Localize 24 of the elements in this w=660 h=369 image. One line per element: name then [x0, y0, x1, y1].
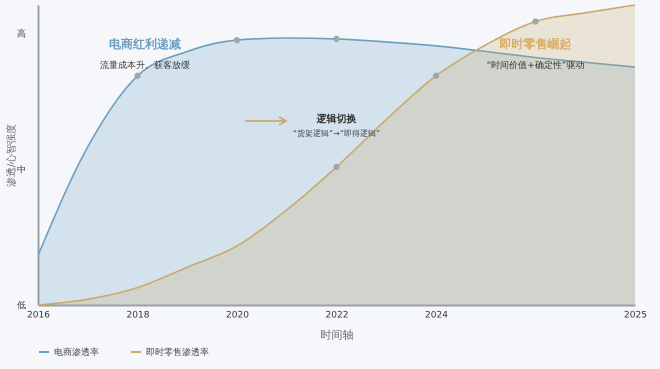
- legend-label: 即时零售渗透率: [146, 347, 209, 358]
- x-tick-label: 2018: [126, 310, 150, 320]
- point: [234, 36, 240, 44]
- text: 高: [17, 28, 26, 40]
- annotation: 逻辑切换: [316, 113, 356, 125]
- annotation: 即时零售崛起: [500, 37, 572, 51]
- x-tick-label: 2025: [624, 310, 647, 320]
- annotation: “时间价值+确定性”驱动: [486, 60, 584, 71]
- x-axis-title: 时间轴: [320, 328, 354, 342]
- annotation: 电商红利递减: [108, 37, 181, 51]
- y-axis-title: 渗透/心智强度: [6, 124, 18, 188]
- annotation: 流量成本升、获客放缓: [100, 60, 190, 71]
- point: [134, 72, 141, 79]
- legend-label: 电商渗透率: [54, 347, 99, 358]
- text: 低: [17, 300, 26, 311]
- point: [333, 36, 340, 42]
- point: [432, 72, 440, 79]
- point: [333, 164, 340, 170]
- x-tick-label: 2024: [425, 310, 448, 320]
- x-tick-label: 2020: [226, 310, 250, 320]
- text: 中: [17, 164, 26, 176]
- x-tick-label: 2022: [326, 310, 348, 320]
- point: [532, 18, 539, 25]
- x-tick-label: 2016: [27, 310, 50, 320]
